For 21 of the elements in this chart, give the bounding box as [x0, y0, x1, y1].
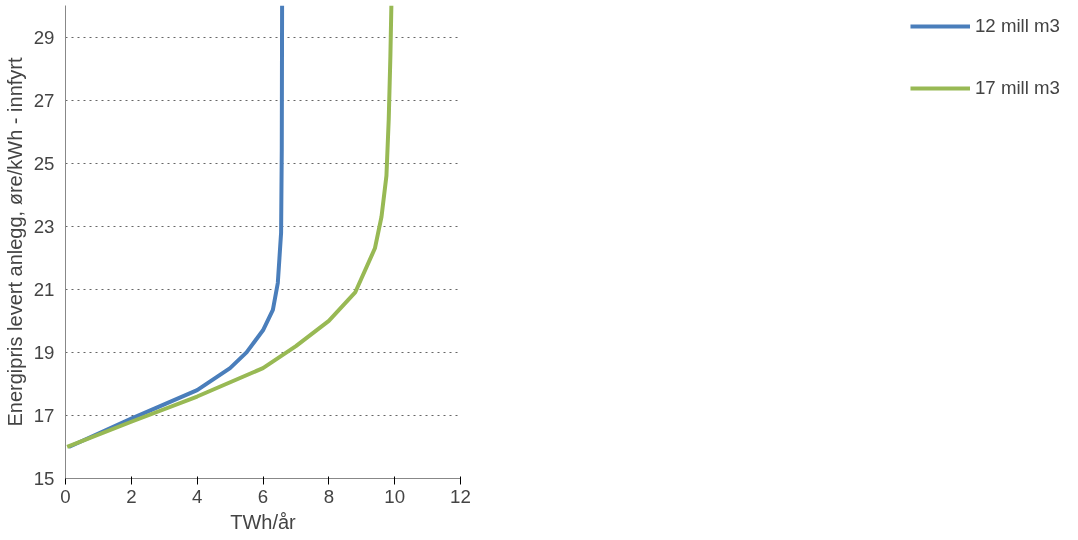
- y-tick-label: 19: [33, 341, 55, 363]
- y-tick-label: 15: [33, 468, 55, 489]
- y-tick-label: 25: [33, 152, 55, 174]
- y-tick-label: 21: [33, 278, 55, 300]
- legend-label: 17 mill m3: [974, 77, 1060, 99]
- x-axis-title: TWh/år: [230, 510, 297, 533]
- y-axis-title: Energipris levert anlegg, øre/kWh - innfyrt: [3, 57, 26, 427]
- x-tick-label: 2: [126, 485, 137, 507]
- x-tick-label: 8: [323, 485, 335, 507]
- y-tick-label: 17: [33, 404, 55, 426]
- x-tick-label: 6: [257, 485, 269, 507]
- legend-label: 12 mill m3: [974, 15, 1060, 37]
- x-tick-label: 12: [450, 485, 471, 507]
- x-tick-label: 10: [384, 485, 406, 507]
- y-tick-label: 27: [33, 89, 55, 111]
- x-tick-label: 0: [60, 485, 71, 507]
- line-series: [65, 5, 394, 449]
- y-tick-label: 29: [33, 26, 55, 48]
- x-tick-label: 4: [191, 485, 203, 507]
- line-series: [66, 5, 285, 449]
- y-tick-label: 23: [33, 215, 55, 237]
